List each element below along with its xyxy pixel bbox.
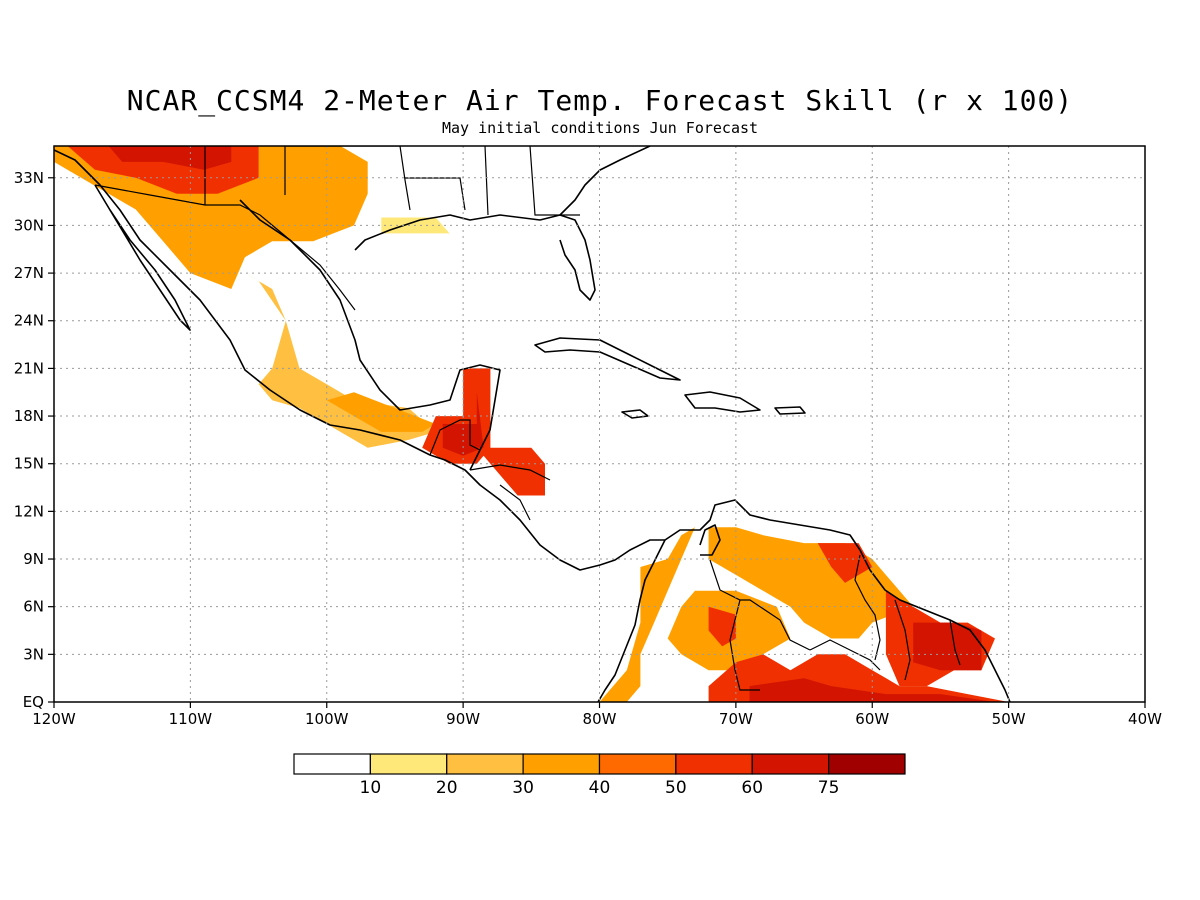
venezuela-guyana-border (854, 554, 881, 661)
gulf-coast (239, 199, 501, 471)
colombia-pacific-coast (597, 539, 666, 702)
south-america-coast (664, 499, 1011, 702)
axes-labels: 120W 110W 100W 90W 80W 70W 60W 50W 40W EQ 3N 6N 9N 12… (14, 169, 1162, 728)
ms-al-border (484, 146, 489, 216)
x-tick-label: 60W (855, 710, 889, 728)
map-subtitle: May initial conditions Jun Forecast (441, 119, 759, 137)
y-tick-label: 30N (14, 216, 44, 234)
colorbar-swatch (369, 753, 448, 775)
guatemala-mexico-border (429, 419, 481, 456)
colorbar-swatch (293, 753, 371, 775)
skill-region-sw-us (54, 146, 368, 289)
colorbar-label: 75 (818, 778, 840, 798)
skill-region-amazon-hot (749, 678, 995, 702)
y-tick-label: 33N (14, 169, 44, 187)
colorbar-swatch (675, 753, 753, 775)
colorbar-swatch (828, 753, 906, 775)
louisiana-border (405, 177, 466, 211)
skill-field (54, 146, 1009, 702)
colorbar-swatch (522, 753, 601, 775)
nicaragua-border (499, 484, 531, 521)
us-gulf-shore (354, 214, 596, 301)
colorbar-label: 50 (665, 778, 687, 798)
political-borders (94, 146, 961, 691)
honduras-border (469, 464, 551, 481)
x-tick-label: 70W (719, 710, 753, 728)
y-tick-label: 24N (14, 312, 44, 330)
y-tick-label: 3N (23, 645, 44, 663)
baja-california (94, 184, 191, 331)
skill-region-sw-us-hot (108, 146, 232, 170)
y-tick-label: 6N (23, 598, 44, 616)
colorbar-label: 30 (512, 778, 534, 798)
colombia-brazil-border (729, 599, 760, 691)
x-tick-label: 110W (169, 710, 213, 728)
colorbar-label: 40 (589, 778, 611, 798)
skill-region-colombia-core (708, 606, 736, 647)
x-tick-label: 80W (583, 710, 617, 728)
maracaibo (699, 524, 721, 556)
y-tick-label: EQ (23, 693, 44, 711)
y-tick-label: 9N (23, 550, 44, 568)
cuba (534, 337, 681, 381)
x-tick-label: 50W (992, 710, 1026, 728)
map-title: NCAR_CCSM4 2-Meter Air Temp. Forecast Sk… (126, 84, 1074, 117)
x-tick-label: 40W (1128, 710, 1162, 728)
colorbar-swatch (598, 753, 677, 775)
skill-region-colombia-west (599, 527, 695, 702)
colorbar-label: 10 (360, 778, 382, 798)
colorbar: 10 20 30 40 50 60 75 (293, 753, 906, 798)
texas-ok-border (285, 146, 411, 211)
skill-region-guianas-hot (913, 622, 982, 671)
y-tick-label: 12N (14, 502, 44, 520)
y-tick-label: 27N (14, 264, 44, 282)
colorbar-swatch (751, 753, 830, 775)
y-tick-label: 21N (14, 359, 44, 377)
colorbar-label: 20 (436, 778, 458, 798)
hispaniola (684, 391, 761, 413)
skill-region-mexico-south (326, 392, 436, 432)
al-ga-border (529, 146, 580, 216)
x-tick-label: 100W (305, 710, 349, 728)
colorbar-swatch (446, 753, 524, 775)
lat-lon-grid (54, 146, 1145, 702)
us-mexico-border (94, 184, 356, 311)
us-east-coast (559, 146, 651, 216)
coastlines (54, 146, 1011, 702)
suriname-fg-border (949, 619, 961, 666)
puerto-rico (774, 406, 806, 415)
north-america-coast (54, 149, 665, 571)
colombia-venezuela-border (709, 559, 811, 651)
y-tick-label: 15N (14, 455, 44, 473)
brazil-venezuela-border (809, 639, 881, 671)
skill-region-honduras (476, 447, 545, 496)
skill-region-venezuela-east (817, 543, 873, 583)
guyana-suriname-border (894, 599, 911, 681)
colorbar-label: 60 (741, 778, 763, 798)
x-tick-label: 120W (32, 710, 76, 728)
x-tick-label: 90W (446, 710, 480, 728)
y-tick-label: 18N (14, 407, 44, 425)
